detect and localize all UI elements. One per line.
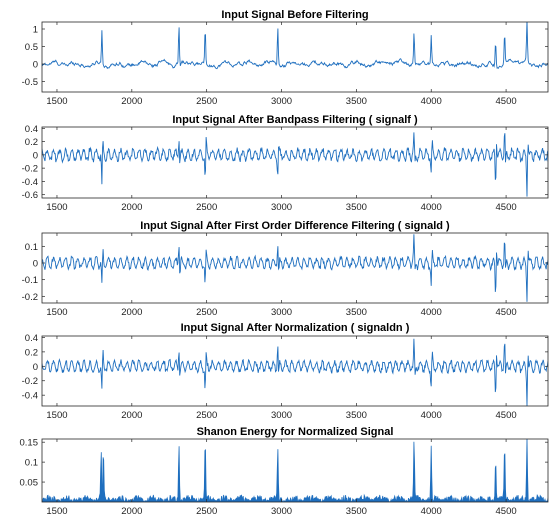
subplot-3: Input Signal After First Order Differenc… [22,220,549,318]
y-tick-label: 0.4 [25,333,38,344]
subplot-title: Shanon Energy for Normalized Signal [197,426,394,438]
subplot-2: Input Signal After Bandpass Filtering ( … [22,114,549,213]
x-tick-label: 3000 [271,96,292,107]
y-tick-label: 0.2 [25,137,38,148]
x-tick-label: 4000 [421,202,442,213]
x-tick-label: 4000 [421,506,442,517]
x-tick-label: 2500 [196,96,217,107]
x-tick-label: 4500 [496,307,517,318]
x-tick-label: 1500 [46,202,67,213]
x-tick-label: 2500 [196,410,217,421]
x-tick-label: 2500 [196,307,217,318]
series-line [42,234,548,302]
x-tick-label: 3000 [271,410,292,421]
y-tick-label: 0.2 [25,347,38,358]
x-tick-label: 4500 [496,410,517,421]
x-tick-label: 1500 [46,96,67,107]
x-tick-label: 3000 [271,506,292,517]
axes-box [41,335,549,407]
y-tick-label: 0.4 [25,124,38,135]
x-tick-label: 4000 [421,410,442,421]
y-tick-label: -0.5 [22,77,38,88]
x-tick-label: 4500 [496,96,517,107]
y-tick-label: 0.1 [25,458,38,469]
y-tick-label: 0 [33,150,38,161]
y-tick-label: -0.1 [22,275,38,286]
x-tick-label: 4000 [421,96,442,107]
x-tick-label: 1500 [46,307,67,318]
y-tick-label: 0.15 [20,438,39,449]
axes-box [41,126,549,199]
subplot-title: Input Signal After Normalization ( signa… [181,322,410,334]
y-tick-label: 0 [33,60,38,71]
subplot-1: Input Signal Before Filtering 1500 2000 250… [22,9,549,107]
series-line [42,338,548,406]
series-line [42,132,548,197]
y-tick-label: -0.4 [22,391,38,402]
x-tick-label: 3500 [346,96,367,107]
x-tick-label: 3500 [346,410,367,421]
x-tick-label: 2000 [121,506,142,517]
x-tick-label: 2500 [196,202,217,213]
x-tick-label: 4500 [496,202,517,213]
y-tick-label: -0.2 [22,292,38,303]
x-tick-label: 3500 [346,307,367,318]
x-tick-label: 2000 [121,307,142,318]
y-tick-label: -0.2 [22,164,38,175]
subplot-4: Input Signal After Normalization ( signa… [22,322,549,421]
x-tick-label: 3500 [346,506,367,517]
series-area [42,439,548,502]
axes-box [41,438,549,503]
y-tick-label: 0 [33,362,38,373]
axes-box [41,232,549,304]
x-tick-label: 2000 [121,96,142,107]
x-tick-label: 3500 [346,202,367,213]
x-tick-label: 2000 [121,410,142,421]
subplot-title: Input Signal Before Filtering [221,9,368,21]
subplot-title: Input Signal After Bandpass Filtering ( … [172,114,418,126]
x-tick-label: 1500 [46,506,67,517]
x-tick-label: 2000 [121,202,142,213]
y-tick-label: 0.5 [25,42,38,53]
x-tick-label: 4500 [496,506,517,517]
y-tick-label: -0.6 [22,190,38,201]
x-tick-label: 3000 [271,307,292,318]
y-tick-label: 1 [33,25,38,36]
y-tick-label: 0.05 [20,478,39,489]
x-tick-label: 3000 [271,202,292,213]
series-line [42,22,548,70]
x-tick-label: 4000 [421,307,442,318]
y-tick-label: -0.4 [22,177,38,188]
y-tick-label: -0.2 [22,376,38,387]
subplot-title: Input Signal After First Order Differenc… [140,220,450,232]
x-tick-label: 1500 [46,410,67,421]
subplot-5: Shanon Energy for Normalized Signal 1500 2… [20,426,549,517]
axes-box [41,21,549,93]
y-tick-label: 0.1 [25,242,38,253]
y-tick-label: 0 [33,259,38,270]
x-tick-label: 2500 [196,506,217,517]
